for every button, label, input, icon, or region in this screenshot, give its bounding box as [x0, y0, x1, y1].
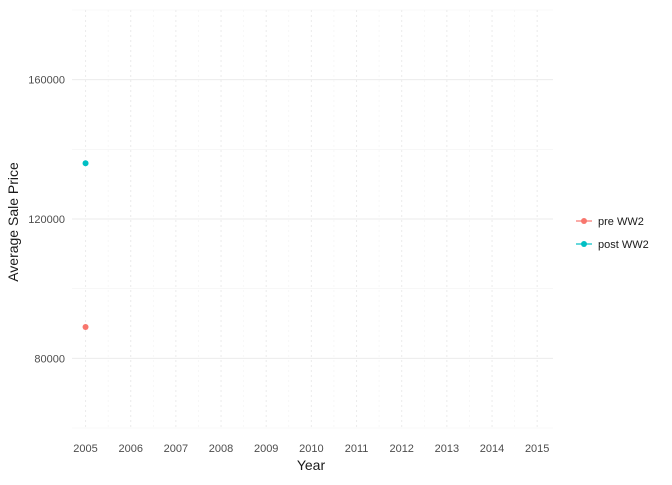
x-tick-label: 2013: [435, 443, 459, 455]
x-axis-ticks: 2005 2006 2007 2008 2009 2010 2011 2012 2013 2014…: [73, 443, 549, 455]
legend-key-point: [581, 218, 587, 224]
x-tick-label: 2012: [389, 443, 413, 455]
y-tick-label: 80000: [34, 353, 65, 365]
grid-lines: [72, 9, 553, 429]
legend-label: post WW2: [598, 239, 649, 251]
x-tick-label: 2007: [164, 443, 188, 455]
y-axis-ticks: 80000 120000 160000: [28, 75, 65, 366]
legend-label: pre WW2: [598, 216, 644, 228]
y-axis-title: Average Sale Price: [5, 162, 21, 282]
legend: pre WW2 post WW2: [576, 216, 649, 251]
data-point: [82, 160, 89, 167]
data-marks: [82, 160, 89, 330]
x-tick-label: 2011: [345, 443, 369, 455]
x-tick-label: 2010: [299, 443, 323, 455]
y-tick-label: 160000: [28, 75, 65, 87]
x-tick-label: 2009: [254, 443, 278, 455]
y-tick-label: 120000: [28, 214, 65, 226]
x-tick-label: 2015: [525, 443, 549, 455]
x-tick-label: 2014: [480, 443, 504, 455]
legend-key-point: [581, 241, 587, 247]
x-tick-label: 2006: [118, 443, 142, 455]
x-tick-label: 2005: [73, 443, 97, 455]
x-axis-title: Year: [297, 457, 326, 473]
x-tick-label: 2008: [209, 443, 233, 455]
data-point: [82, 323, 89, 330]
